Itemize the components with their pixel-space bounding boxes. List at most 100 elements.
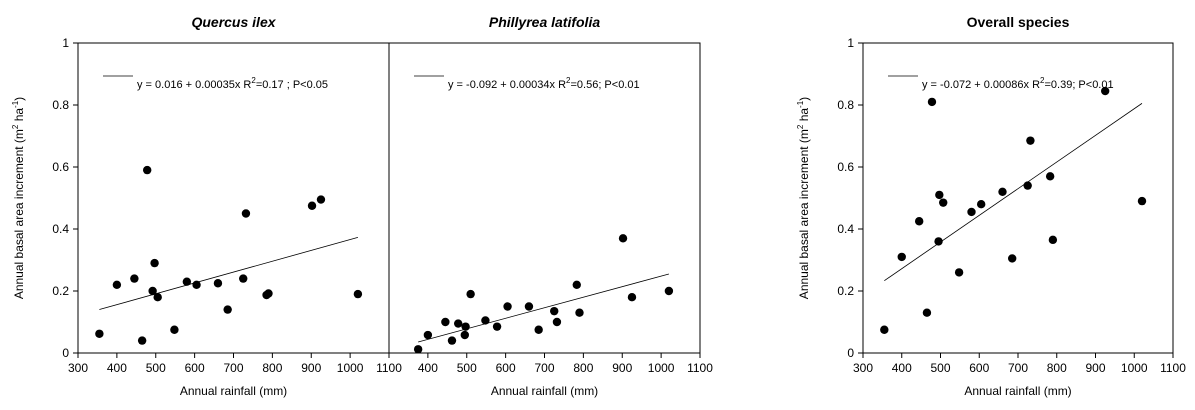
data-point (460, 330, 470, 340)
y-axis-label: Annual basal area increment (m2 ha-1) (11, 97, 26, 299)
x-tick-label: 700 (223, 361, 243, 375)
data-point (130, 274, 139, 283)
regression-equation: y = 0.016 + 0.00035x R2=0.17 ; P<0.05 (137, 76, 328, 91)
regression-line (884, 103, 1143, 282)
x-tick-label: 400 (892, 361, 912, 375)
data-point (461, 322, 470, 331)
regression-equation: y = -0.092 + 0.00034x R2=0.56; P<0.01 (448, 76, 640, 91)
y-tick-label: 0.2 (837, 284, 854, 298)
x-tick-label: 900 (1085, 361, 1105, 375)
x-tick-label: 500 (146, 361, 166, 375)
y-tick-label: 0.8 (52, 98, 69, 112)
chart-title: Overall species (967, 14, 1070, 30)
data-point (264, 289, 273, 298)
data-point (998, 187, 1007, 196)
y-tick-label: 0.6 (52, 160, 69, 174)
data-point (939, 198, 948, 207)
x-tick-label: 800 (573, 361, 593, 375)
data-point (934, 237, 943, 246)
data-point (316, 195, 326, 204)
data-point (148, 286, 157, 296)
y-tick-label: 0 (62, 346, 69, 360)
data-point (550, 306, 559, 316)
data-point (1048, 235, 1058, 245)
x-tick-label: 1100 (687, 361, 713, 375)
panel-overall-species: Overall species 300 400 500 600 700 800 900 1000… (796, 14, 1186, 398)
data-point (481, 316, 490, 325)
x-tick-label: 900 (301, 361, 321, 375)
data-point (241, 209, 251, 218)
x-tick-label: 700 (534, 361, 554, 375)
y-tick-label: 1 (847, 36, 854, 50)
x-tick-label: 900 (612, 361, 632, 375)
data-point (1007, 254, 1017, 263)
data-point (1023, 181, 1032, 190)
data-point (976, 200, 986, 209)
data-point (307, 201, 317, 210)
x-tick-label: 500 (930, 361, 950, 375)
y-tick-label: 1 (62, 36, 69, 50)
data-point (182, 277, 192, 286)
x-axis-label: Annual rainfall (mm) (180, 384, 287, 398)
chart-title: Quercus ilex (191, 14, 276, 30)
data-point (441, 317, 450, 327)
data-point (618, 234, 628, 243)
regression-line (418, 273, 670, 343)
x-tick-label: 1000 (648, 361, 675, 375)
data-point (223, 305, 232, 314)
x-tick-label: 700 (1008, 361, 1028, 375)
chart-title: Phillyrea latifolia (489, 14, 600, 30)
regression-line (99, 236, 359, 310)
y-tick-label: 0.4 (52, 222, 69, 236)
x-tick-label: 1000 (337, 361, 364, 375)
data-point (1137, 196, 1147, 206)
x-tick-label: 800 (262, 361, 282, 375)
data-point (239, 274, 248, 283)
data-point (95, 329, 104, 338)
y-tick-label: 0.8 (837, 98, 854, 112)
x-tick-label: 300 (68, 361, 88, 375)
data-point (1045, 172, 1055, 181)
data-point (967, 207, 976, 217)
x-tick-label: 600 (185, 361, 205, 375)
data-point (192, 280, 201, 289)
y-tick-label: 0 (847, 346, 854, 360)
data-point (453, 319, 463, 328)
x-tick-label: 600 (496, 361, 516, 375)
data-point (413, 345, 423, 354)
data-point (150, 258, 159, 268)
x-tick-label: 600 (969, 361, 989, 375)
panel-quercus-ilex: Quercus ilex 300 400 500 600 700 800 900 1000 110… (11, 14, 402, 398)
y-tick-label: 0.2 (52, 284, 69, 298)
data-point (552, 317, 562, 327)
data-point (575, 308, 584, 317)
x-tick-label: 1000 (1121, 361, 1148, 375)
x-axis-label: Annual rainfall (mm) (964, 384, 1071, 398)
x-tick-label: 400 (418, 361, 438, 375)
data-point (112, 280, 122, 289)
data-point (137, 336, 147, 345)
data-point (503, 302, 512, 311)
regression-equation: y = -0.072 + 0.00086x R2=0.39; P<0.01 (922, 76, 1114, 91)
data-point (423, 330, 433, 340)
x-tick-label: 1100 (1160, 361, 1186, 375)
x-tick-label: 500 (457, 361, 477, 375)
data-point (922, 308, 932, 317)
data-point (153, 293, 162, 302)
data-point (954, 268, 964, 277)
data-point (935, 190, 944, 200)
data-point (353, 289, 363, 299)
data-point (664, 286, 674, 296)
data-point (170, 325, 179, 334)
data-point (572, 280, 581, 289)
data-point (492, 322, 502, 331)
data-point (142, 165, 152, 175)
data-point (627, 293, 637, 302)
panel-phillyrea-latifolia: Phillyrea latifolia 400 500 600 700 800 900 100… (388, 14, 713, 398)
data-point (1026, 136, 1035, 145)
x-tick-label: 300 (853, 361, 873, 375)
x-axis-label: Annual rainfall (mm) (491, 384, 598, 398)
y-axis-label: Annual basal area increment (m2 ha-1) (796, 97, 811, 299)
x-tick-label: 400 (107, 361, 127, 375)
data-point (466, 289, 475, 299)
